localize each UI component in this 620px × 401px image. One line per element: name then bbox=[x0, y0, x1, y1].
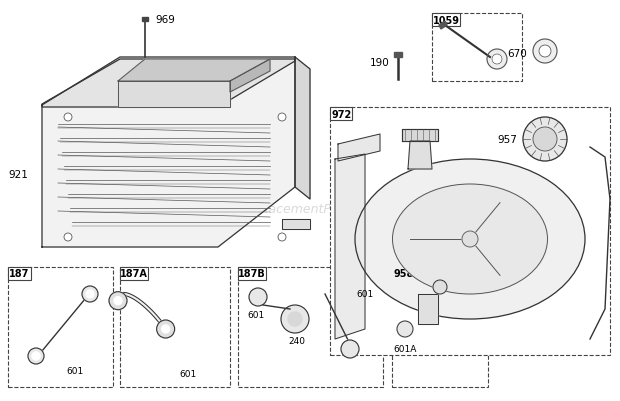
Circle shape bbox=[278, 114, 286, 122]
Polygon shape bbox=[439, 22, 447, 30]
Circle shape bbox=[492, 55, 502, 65]
Ellipse shape bbox=[288, 312, 302, 326]
Ellipse shape bbox=[281, 305, 309, 333]
Circle shape bbox=[114, 297, 122, 305]
Bar bbox=[432, 14, 522, 82]
Circle shape bbox=[462, 231, 478, 247]
Ellipse shape bbox=[392, 184, 547, 294]
Text: 972: 972 bbox=[331, 109, 352, 119]
Bar bbox=[330, 108, 353, 121]
Polygon shape bbox=[335, 155, 365, 339]
Polygon shape bbox=[142, 18, 148, 22]
Polygon shape bbox=[402, 130, 438, 142]
Text: 601A: 601A bbox=[393, 344, 417, 354]
Circle shape bbox=[278, 233, 286, 241]
Bar bbox=[120, 267, 230, 387]
Circle shape bbox=[64, 233, 72, 241]
Polygon shape bbox=[338, 135, 380, 162]
Circle shape bbox=[28, 348, 44, 364]
Text: 187: 187 bbox=[9, 269, 29, 279]
Bar bbox=[238, 267, 383, 387]
Circle shape bbox=[397, 321, 413, 337]
Circle shape bbox=[64, 114, 72, 122]
Circle shape bbox=[32, 352, 40, 360]
Text: 957: 957 bbox=[497, 135, 517, 145]
Circle shape bbox=[533, 128, 557, 152]
Text: 601: 601 bbox=[356, 290, 374, 299]
Circle shape bbox=[539, 46, 551, 58]
Text: 921: 921 bbox=[8, 170, 28, 180]
Polygon shape bbox=[418, 294, 438, 324]
Text: 670: 670 bbox=[507, 49, 527, 59]
Circle shape bbox=[433, 280, 447, 294]
Circle shape bbox=[157, 320, 175, 338]
Text: eReplacementParts.com: eReplacementParts.com bbox=[234, 203, 386, 216]
Polygon shape bbox=[394, 53, 402, 58]
Circle shape bbox=[109, 292, 127, 310]
Circle shape bbox=[341, 340, 359, 358]
Circle shape bbox=[249, 288, 267, 306]
Polygon shape bbox=[42, 58, 295, 108]
Polygon shape bbox=[118, 82, 230, 108]
Circle shape bbox=[162, 325, 170, 333]
Circle shape bbox=[523, 118, 567, 162]
Polygon shape bbox=[295, 58, 310, 200]
Text: 190: 190 bbox=[370, 58, 390, 68]
Text: 601: 601 bbox=[179, 370, 197, 379]
Text: 187A: 187A bbox=[120, 269, 148, 279]
Text: 601: 601 bbox=[247, 311, 265, 320]
Bar bbox=[120, 267, 148, 280]
Polygon shape bbox=[230, 60, 270, 93]
Circle shape bbox=[82, 286, 98, 302]
Text: 958: 958 bbox=[393, 269, 414, 279]
Bar bbox=[8, 267, 113, 387]
Bar bbox=[392, 267, 415, 280]
Bar bbox=[432, 14, 460, 27]
Polygon shape bbox=[42, 60, 295, 247]
Circle shape bbox=[533, 40, 557, 64]
Polygon shape bbox=[282, 219, 310, 229]
Text: 969: 969 bbox=[155, 15, 175, 25]
Polygon shape bbox=[408, 142, 432, 170]
Polygon shape bbox=[118, 60, 270, 82]
Bar bbox=[392, 267, 488, 387]
Circle shape bbox=[487, 50, 507, 70]
Circle shape bbox=[86, 290, 94, 298]
Bar bbox=[330, 108, 610, 355]
Bar bbox=[238, 267, 266, 280]
Ellipse shape bbox=[355, 160, 585, 319]
Text: 187B: 187B bbox=[238, 269, 266, 279]
Text: 240: 240 bbox=[288, 337, 306, 346]
Text: 601: 601 bbox=[66, 367, 84, 376]
Bar bbox=[8, 267, 30, 280]
Text: 1059: 1059 bbox=[433, 16, 459, 25]
